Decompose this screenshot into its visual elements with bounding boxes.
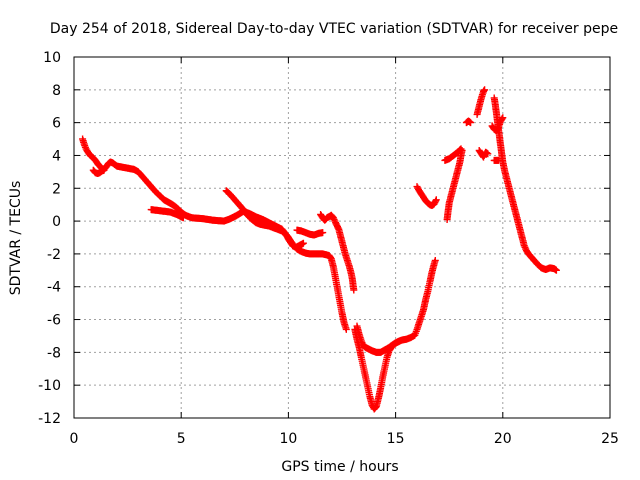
data-point bbox=[319, 229, 327, 237]
x-tick-label: 15 bbox=[387, 431, 405, 447]
data-point bbox=[350, 286, 358, 294]
data-point bbox=[299, 239, 307, 247]
data-point bbox=[100, 166, 108, 174]
data-point bbox=[495, 156, 502, 164]
y-tick-label: -10 bbox=[38, 378, 61, 394]
data-point bbox=[467, 119, 475, 127]
data-point bbox=[432, 196, 440, 204]
x-tick-label: 20 bbox=[494, 431, 512, 447]
data-point bbox=[431, 257, 439, 264]
y-tick-label: 10 bbox=[43, 50, 61, 66]
x-tick-label: 10 bbox=[279, 431, 297, 447]
data-point bbox=[552, 266, 560, 274]
y-axis-label: SDTVAR / TECUs bbox=[8, 181, 24, 296]
y-tick-label: 8 bbox=[52, 83, 61, 99]
y-tick-label: 6 bbox=[52, 116, 61, 132]
data-point bbox=[330, 216, 338, 223]
y-tick-label: 2 bbox=[52, 181, 61, 197]
data-point bbox=[342, 325, 350, 333]
axis-ticks: 0 5 10 15 20 25 -12 -10 -8 -6 -4 -2 0 2 4 6 8 10 bbox=[38, 50, 619, 447]
y-tick-label: -4 bbox=[47, 280, 61, 296]
data-point bbox=[520, 242, 528, 250]
y-tick-label: 0 bbox=[52, 214, 61, 230]
data-point bbox=[179, 214, 187, 222]
data-point bbox=[457, 145, 465, 153]
plot-frame bbox=[73, 56, 611, 419]
y-tick-label: 4 bbox=[52, 148, 61, 164]
x-tick-label: 0 bbox=[70, 431, 79, 447]
x-axis-label: GPS time / hours bbox=[281, 459, 398, 475]
data-point bbox=[481, 86, 489, 94]
y-tick-label: -2 bbox=[47, 247, 61, 263]
x-tick-label: 5 bbox=[177, 431, 186, 447]
data-point bbox=[499, 114, 507, 122]
data-points bbox=[79, 86, 560, 413]
x-tick-label: 25 bbox=[601, 431, 619, 447]
data-point bbox=[396, 337, 404, 345]
y-tick-label: -8 bbox=[47, 345, 61, 361]
y-tick-label: -6 bbox=[47, 313, 61, 329]
y-tick-label: -12 bbox=[38, 411, 61, 427]
chart-title: Day 254 of 2018, Sidereal Day-to-day VTE… bbox=[50, 21, 618, 37]
data-point bbox=[484, 150, 492, 158]
